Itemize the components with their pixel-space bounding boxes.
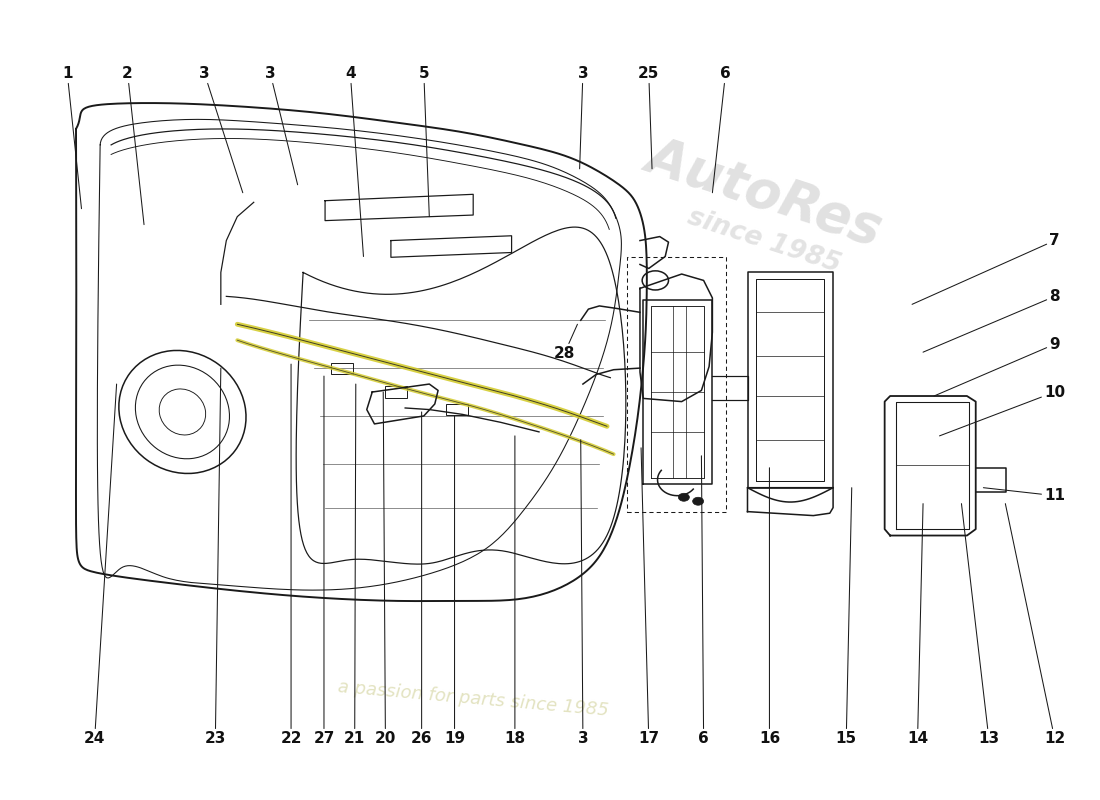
Text: 6: 6 (698, 456, 710, 746)
Text: 6: 6 (713, 66, 730, 193)
Text: 26: 26 (411, 412, 432, 746)
Text: 23: 23 (205, 368, 225, 746)
Text: AutoRes: AutoRes (639, 130, 889, 255)
Bar (446, 404, 468, 415)
Text: 15: 15 (836, 488, 857, 746)
Text: 13: 13 (961, 504, 1000, 746)
Text: 10: 10 (939, 385, 1065, 436)
Text: 3: 3 (199, 66, 243, 193)
Text: 28: 28 (553, 324, 578, 362)
Text: since 1985: since 1985 (684, 203, 844, 278)
Text: a passion for parts since 1985: a passion for parts since 1985 (337, 678, 609, 720)
Text: 25: 25 (638, 66, 659, 169)
Text: 14: 14 (908, 504, 928, 746)
Text: 22: 22 (280, 364, 301, 746)
Text: 11: 11 (983, 488, 1065, 503)
Text: 3: 3 (578, 66, 588, 169)
Text: 3: 3 (265, 66, 298, 185)
Bar (331, 362, 352, 374)
Text: 21: 21 (344, 384, 365, 746)
Text: 24: 24 (84, 384, 117, 746)
Circle shape (693, 498, 704, 506)
Text: 3: 3 (578, 440, 588, 746)
Text: 27: 27 (314, 376, 334, 746)
Text: 20: 20 (375, 392, 396, 746)
Circle shape (679, 494, 690, 502)
Text: 17: 17 (638, 448, 659, 746)
Text: 4: 4 (345, 66, 363, 257)
Text: 12: 12 (1005, 504, 1065, 746)
Text: 16: 16 (759, 468, 780, 746)
Text: 5: 5 (418, 66, 429, 217)
Text: 18: 18 (504, 436, 526, 746)
Text: 8: 8 (923, 289, 1060, 352)
Text: 2: 2 (122, 66, 144, 225)
Text: 7: 7 (912, 233, 1060, 304)
Bar (385, 386, 407, 398)
Text: 1: 1 (62, 66, 81, 209)
Text: 9: 9 (934, 337, 1060, 396)
Text: 19: 19 (444, 416, 465, 746)
